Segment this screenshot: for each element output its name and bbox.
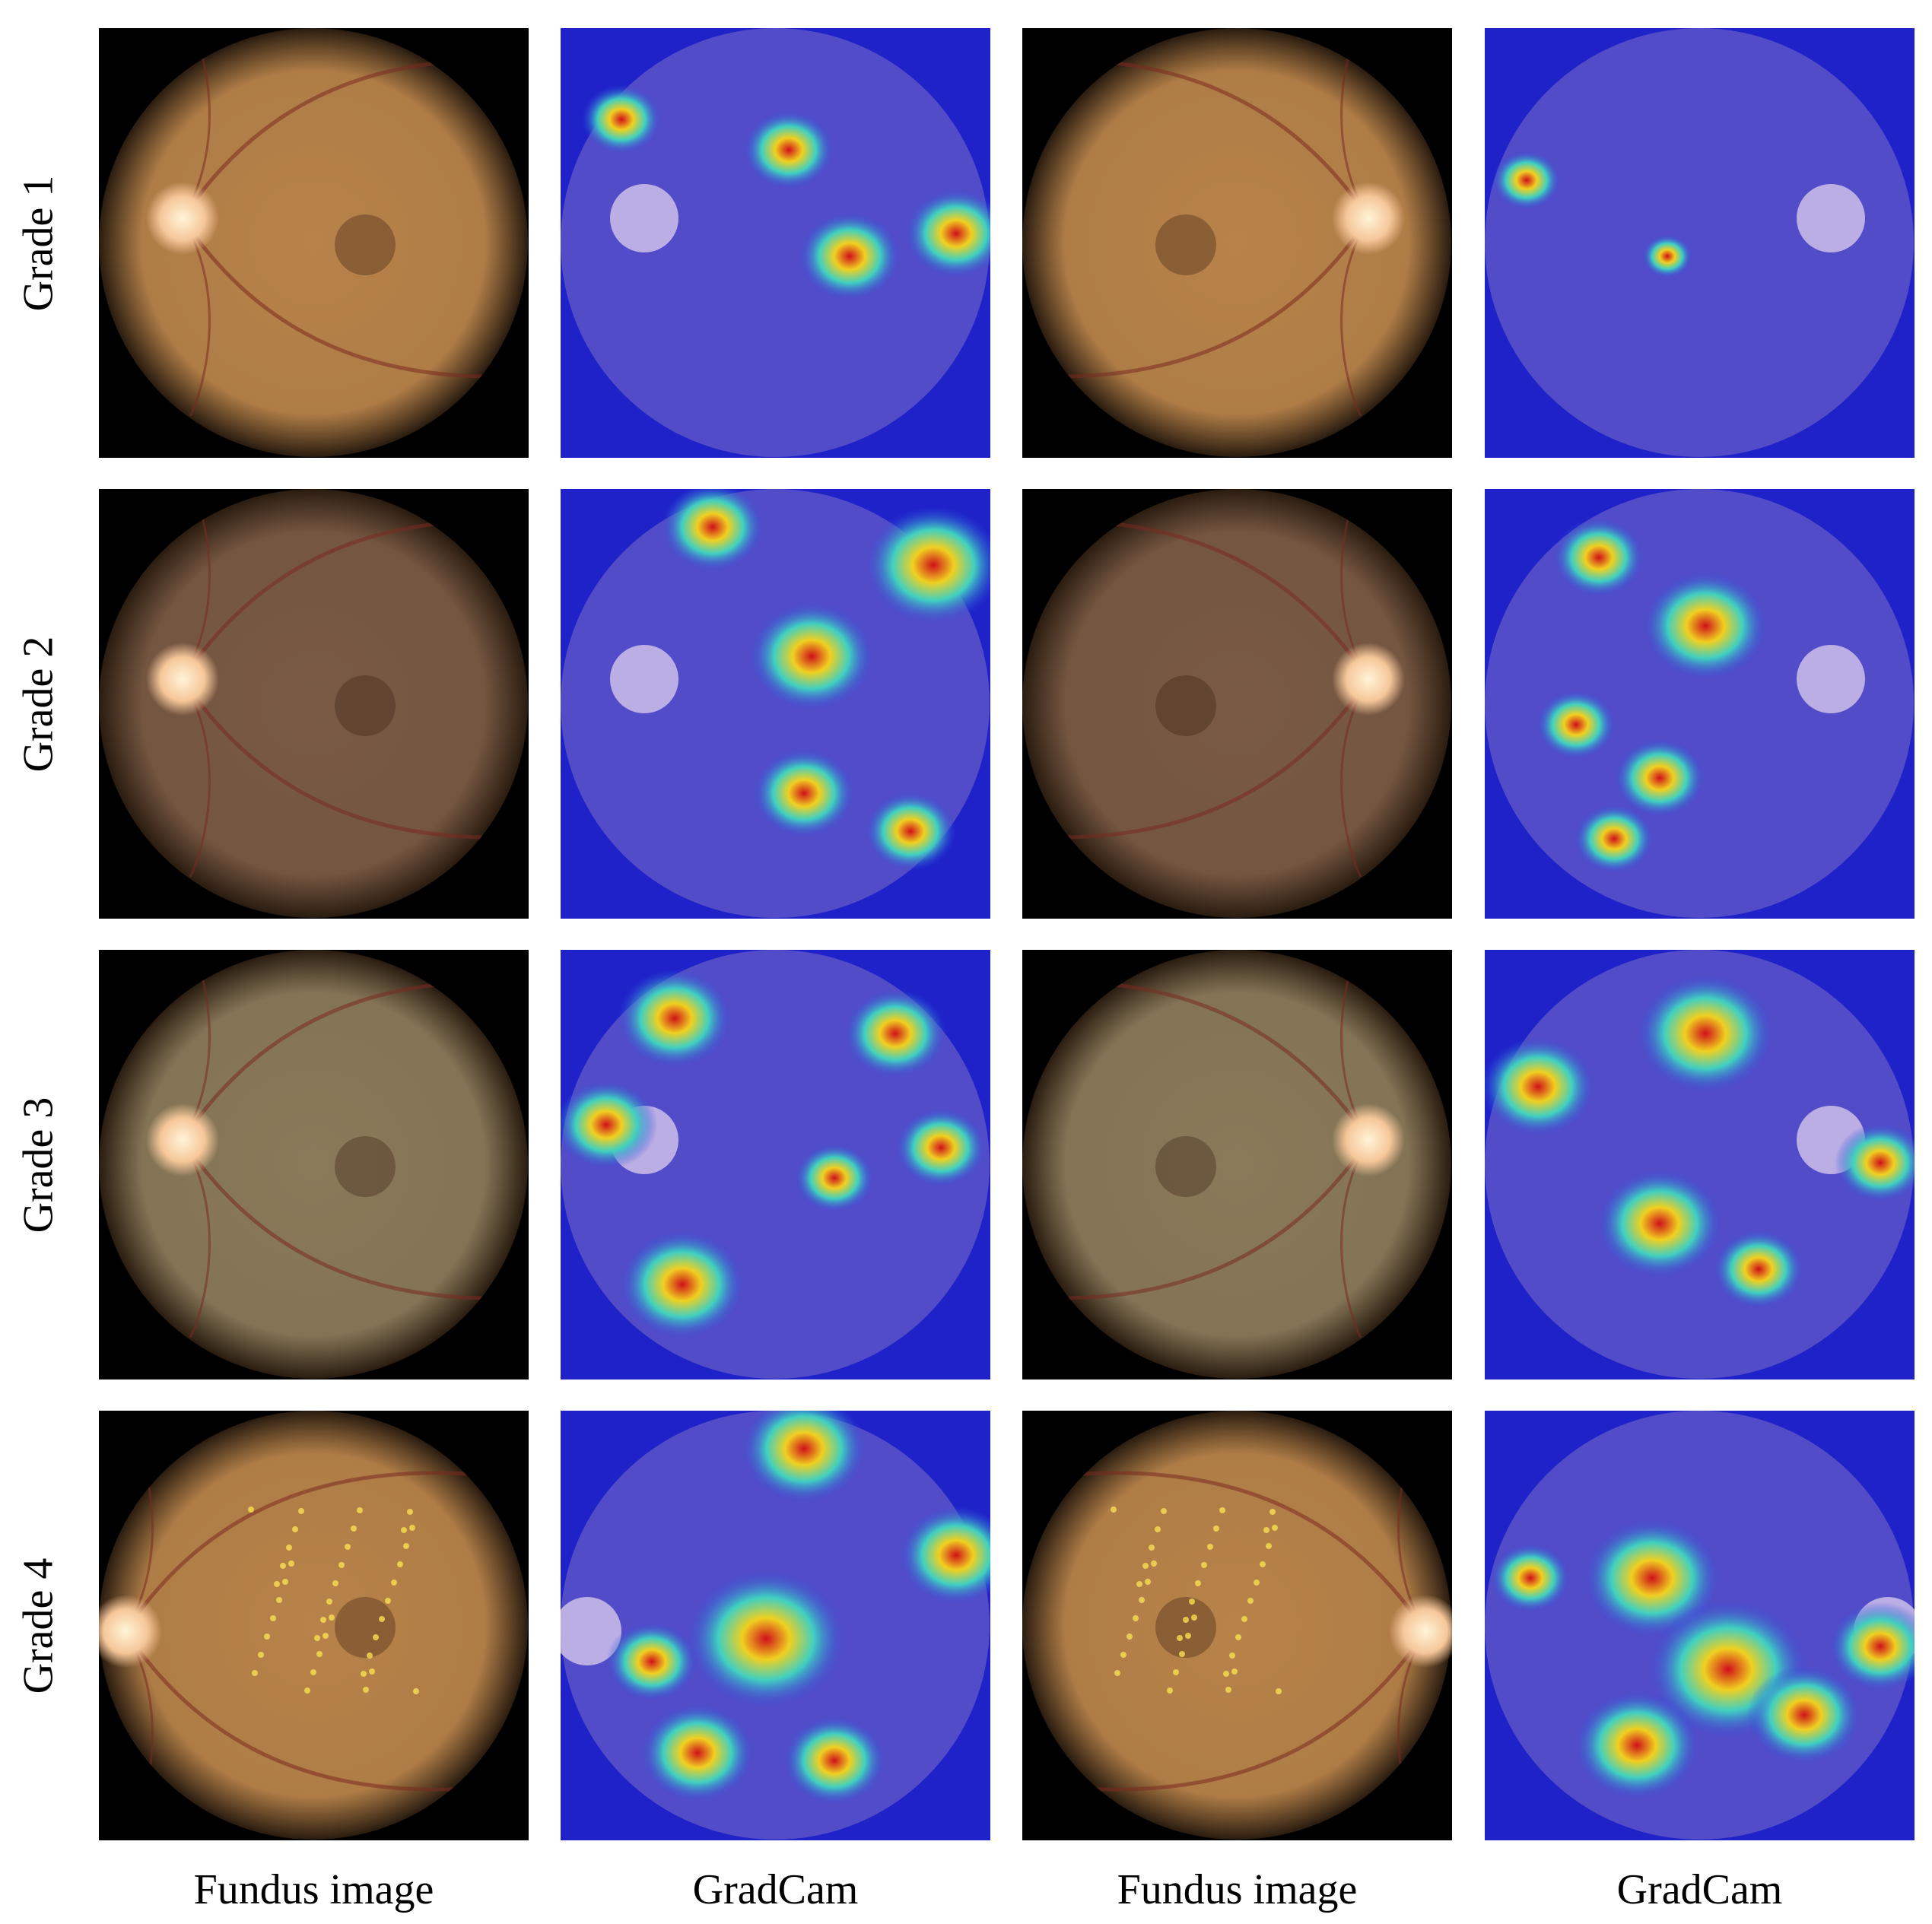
- row-label-grade-3: Grade 3: [14, 1097, 62, 1233]
- column-label-gradcam-2: GradCam: [1616, 1866, 1783, 1913]
- gradcam-heatmap-grade-2-col-2: [561, 489, 990, 919]
- gradcam-heatmap-grade-3-col-2: [561, 950, 990, 1380]
- column-label-fundus-2: Fundus image: [1117, 1866, 1358, 1913]
- fundus-image-grade-4-col-3: [1022, 1411, 1452, 1840]
- column-label-gradcam-1: GradCam: [692, 1866, 859, 1913]
- gradcam-heatmap-grade-3-col-4: [1485, 950, 1915, 1380]
- fundus-image-grade-1-col-3: [1022, 28, 1452, 458]
- row-label-grade-4: Grade 4: [14, 1557, 62, 1694]
- fundus-image-grade-2-col-1: [99, 489, 529, 919]
- fundus-image-grade-3-col-1: [99, 950, 529, 1380]
- gradcam-heatmap-grade-4-col-2: [561, 1411, 990, 1840]
- fundus-image-grade-1-col-1: [99, 28, 529, 458]
- row-label-grade-1: Grade 1: [14, 175, 62, 311]
- gradcam-heatmap-grade-4-col-4: [1485, 1411, 1915, 1840]
- fundus-image-grade-2-col-3: [1022, 489, 1452, 919]
- gradcam-heatmap-grade-1-col-4: [1485, 28, 1915, 458]
- gradcam-heatmap-grade-1-col-2: [561, 28, 990, 458]
- row-label-grade-2: Grade 2: [14, 636, 62, 772]
- column-label-fundus-1: Fundus image: [193, 1866, 434, 1913]
- fundus-image-grade-3-col-3: [1022, 950, 1452, 1380]
- gradcam-heatmap-grade-2-col-4: [1485, 489, 1915, 919]
- fundus-image-grade-4-col-1: [99, 1411, 529, 1840]
